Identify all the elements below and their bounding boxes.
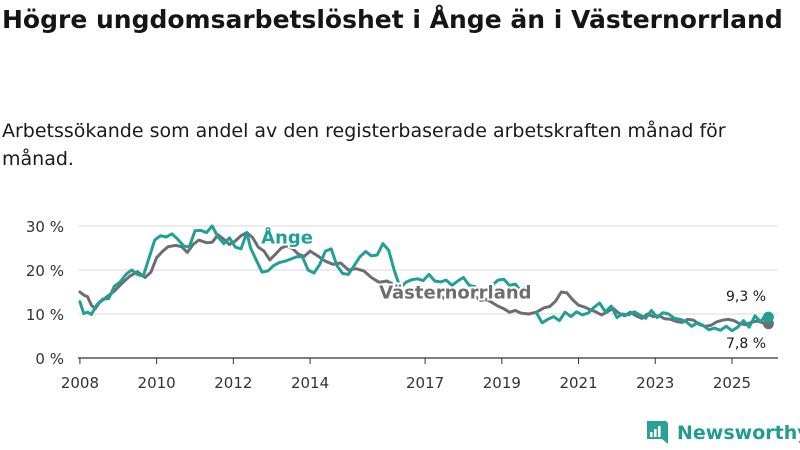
series-lines: [78, 224, 774, 333]
x-tick-label: 2014: [291, 374, 329, 392]
end-value-label-vasternorrland: 7,8 %: [726, 336, 766, 352]
y-tick-label: 0 %: [35, 350, 64, 368]
brand[interactable]: Newsworthy: [645, 418, 800, 448]
y-tick-label: 20 %: [26, 262, 64, 280]
chart-title: Högre ungdomsarbetslöshet i Ånge än i Vä…: [2, 5, 783, 34]
x-tick-label: 2021: [559, 374, 597, 392]
x-tick-label: 2010: [138, 374, 176, 392]
end-value-label-ange: 9,3 %: [726, 289, 766, 305]
y-tick-label: 10 %: [26, 306, 64, 324]
y-tick-label: 30 %: [26, 218, 64, 236]
chart-subtitle: Arbetssökande som andel av den registerb…: [2, 120, 726, 170]
grid-lines: [78, 225, 778, 359]
series-labels: Västernorrland Ånge 7,8 % 9,3 %: [259, 224, 766, 352]
x-tick-label: 2012: [214, 374, 252, 392]
x-tick-label: 2025: [713, 374, 751, 392]
axes: 0 % 10 % 20 % 30 % 2008 2010 2012 2014 2017 2019 2…: [26, 218, 751, 392]
series-line-ange: [78, 224, 531, 316]
series-end-point: [762, 311, 774, 323]
series-label-vasternorrland: Västernorrland: [379, 283, 531, 304]
x-tick-label: 2017: [406, 374, 444, 392]
newsworthy-logo-icon: [647, 421, 668, 444]
x-tick-label: 2019: [483, 374, 521, 392]
series-line-ange-segment: [534, 301, 770, 333]
brand-name: Newsworthy: [677, 422, 800, 444]
series-label-ange: Ånge: [261, 226, 313, 249]
x-tick-label: 2008: [61, 374, 99, 392]
x-tick-label: 2023: [636, 374, 674, 392]
